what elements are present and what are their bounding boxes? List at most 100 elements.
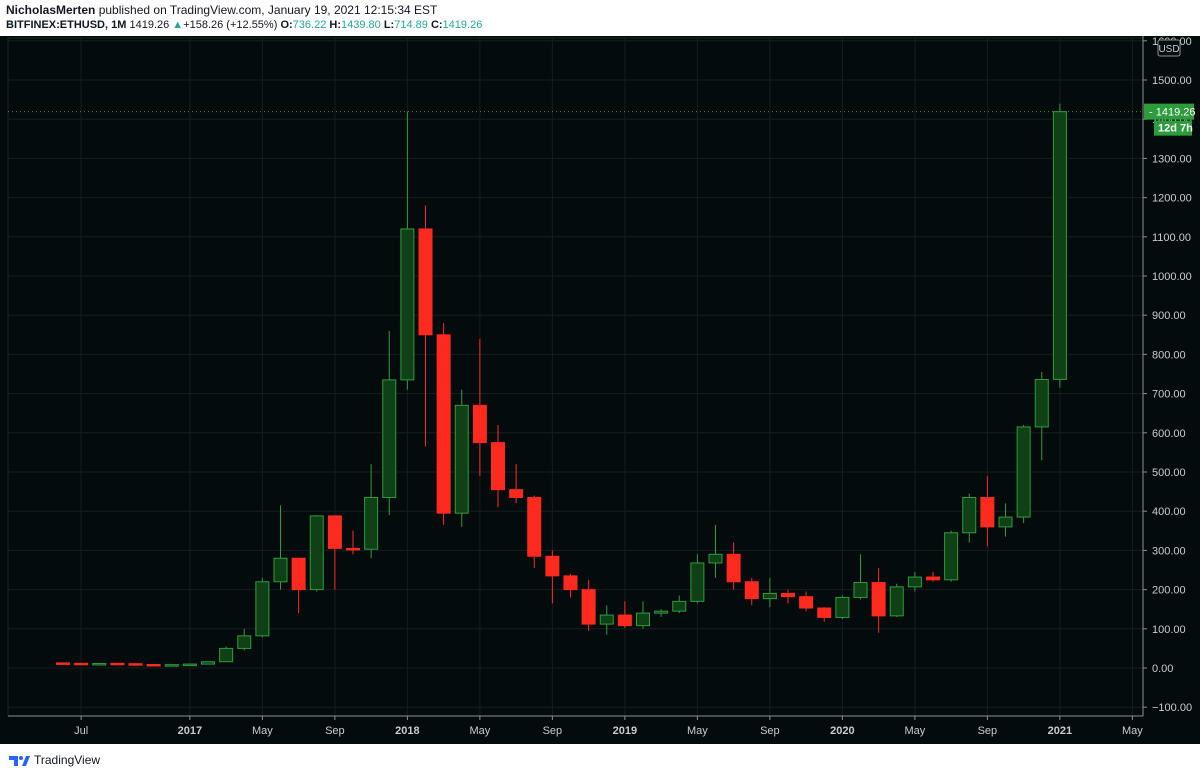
candle-down[interactable] (146, 663, 161, 667)
candle-down[interactable] (509, 464, 524, 504)
candle-body (472, 404, 487, 444)
candle-down[interactable] (563, 573, 578, 598)
candle-down[interactable] (726, 542, 741, 590)
candle-body (219, 647, 234, 663)
currency-badge[interactable]: USD (1157, 39, 1181, 57)
candle-up[interactable] (672, 595, 687, 614)
candle-down[interactable] (128, 663, 143, 666)
candle-down[interactable] (926, 571, 940, 582)
candle-up[interactable] (944, 530, 959, 582)
candle-down[interactable] (980, 475, 995, 547)
candle-down[interactable] (545, 550, 560, 604)
candle-down[interactable] (327, 515, 342, 590)
candle-body (998, 516, 1013, 528)
close-label: C: (430, 19, 443, 31)
candle-down[interactable] (491, 424, 505, 508)
candle-body (509, 489, 524, 498)
candle-up[interactable] (237, 628, 252, 651)
publisher-line: NicholasMerten published on TradingView.… (6, 3, 437, 17)
candle-body (364, 496, 379, 550)
x-tick-label: May (1122, 725, 1143, 737)
candle-up[interactable] (201, 661, 215, 665)
candle-up[interactable] (907, 571, 922, 592)
candle-body (762, 593, 777, 600)
candle-up[interactable] (454, 389, 469, 527)
candle-down[interactable] (291, 557, 306, 614)
y-tick-label: 1100.00 (1152, 232, 1191, 244)
candle-up[interactable] (998, 503, 1013, 537)
candle-body (182, 663, 197, 667)
candle-body (128, 663, 143, 666)
candle-up[interactable] (835, 595, 850, 619)
time-axis[interactable]: Jul 2017 May Sep 2018 May Sep 2019 May Sep 2020 May… (8, 715, 1143, 737)
candle-body (436, 334, 451, 514)
candle-body (418, 228, 433, 336)
candle-up[interactable] (364, 464, 379, 559)
candle-up[interactable] (164, 664, 179, 667)
y-tick-label: 0.00 (1152, 663, 1173, 675)
candle-body (327, 515, 342, 549)
candle-up[interactable] (309, 515, 324, 592)
candle-down[interactable] (472, 338, 487, 476)
candle-body (726, 553, 741, 583)
candle-down[interactable] (346, 530, 360, 555)
candle-down[interactable] (617, 601, 632, 629)
candle-up[interactable] (690, 554, 705, 604)
candle-up[interactable] (708, 524, 723, 578)
candle-down[interactable] (744, 577, 759, 606)
candle-up[interactable] (599, 605, 614, 635)
tradingview-logo[interactable]: TradingView (8, 753, 100, 767)
countdown-tag: 12d 7h (1154, 120, 1193, 136)
candle-up[interactable] (1016, 424, 1031, 523)
chart-header: NicholasMerten published on TradingView.… (0, 0, 1200, 36)
candle-body (599, 614, 614, 625)
candle-body (92, 662, 107, 666)
candle-up[interactable] (1052, 103, 1067, 388)
candle-body (871, 582, 886, 617)
candle-up[interactable] (636, 601, 650, 629)
x-tick-label: Sep (325, 725, 345, 737)
symbol-name[interactable]: BITFINEX:ETHUSD, 1M (6, 19, 127, 31)
candle-down[interactable] (817, 607, 832, 622)
candle-up[interactable] (762, 577, 777, 608)
candle-down[interactable] (436, 323, 451, 525)
candle-body (636, 612, 650, 627)
candle-up[interactable] (92, 662, 107, 666)
symbol-line: BITFINEX:ETHUSD, 1M 1419.26 ▲+158.26 (+1… (6, 19, 482, 31)
candle-down[interactable] (527, 495, 542, 569)
candlestick-chart[interactable]: −100.00 0.00 100.00 200.00 300.00 400.00 500.0… (0, 36, 1200, 744)
candle-up[interactable] (182, 663, 197, 667)
candle-up[interactable] (255, 577, 270, 638)
last-price-tag: - 1419.26 (1144, 103, 1195, 120)
candle-down[interactable] (799, 591, 814, 612)
candle-up[interactable] (654, 609, 669, 618)
candle-down[interactable] (871, 568, 886, 633)
candle-up[interactable] (273, 505, 288, 590)
candle-body (617, 614, 632, 627)
candle-body (581, 589, 596, 625)
author-name[interactable]: NicholasMerten (6, 3, 96, 17)
y-tick-label: 600.00 (1152, 428, 1186, 440)
y-tick-label: 100.00 (1152, 624, 1186, 636)
candle-up[interactable] (1034, 372, 1049, 461)
candle-down[interactable] (781, 589, 795, 604)
candle-down[interactable] (74, 662, 89, 666)
candle-down[interactable] (418, 205, 433, 447)
change-arrow-icon: ▲ (172, 19, 184, 31)
y-tick-label: 500.00 (1152, 467, 1186, 479)
x-tick-label: 2017 (178, 725, 202, 737)
y-tick-label: 1000.00 (1152, 271, 1192, 283)
candle-down[interactable] (110, 662, 125, 666)
candle-down[interactable] (581, 579, 596, 631)
candle-up[interactable] (853, 554, 868, 600)
y-tick-label: 1300.00 (1152, 153, 1192, 165)
candle-down[interactable] (56, 662, 70, 665)
candle-up[interactable] (400, 111, 415, 390)
candle-up[interactable] (962, 493, 977, 543)
y-tick-label: 800.00 (1152, 349, 1186, 361)
candle-up[interactable] (889, 583, 904, 618)
candle-up[interactable] (382, 330, 397, 516)
y-tick-label: 1500.00 (1152, 75, 1192, 87)
candle-body (980, 496, 995, 528)
candle-up[interactable] (219, 646, 234, 663)
